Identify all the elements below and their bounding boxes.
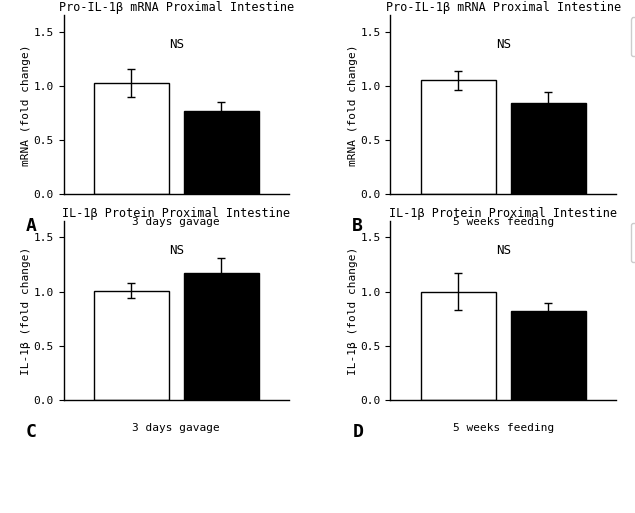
- Bar: [511, 103, 586, 194]
- Bar: [93, 290, 169, 400]
- Text: NS: NS: [496, 244, 511, 257]
- Text: 3 days gavage: 3 days gavage: [132, 423, 220, 433]
- Text: 3 days gavage: 3 days gavage: [132, 218, 220, 227]
- Text: C: C: [25, 423, 36, 441]
- Title: IL-1β Protein Proximal Intestine: IL-1β Protein Proximal Intestine: [62, 207, 290, 220]
- Text: A: A: [25, 218, 36, 235]
- Y-axis label: IL-1β (fold change): IL-1β (fold change): [348, 247, 358, 375]
- Text: NS: NS: [169, 38, 184, 51]
- Bar: [420, 81, 496, 194]
- Bar: [93, 83, 169, 194]
- Text: NS: NS: [496, 38, 511, 51]
- Text: 5 weeks feeding: 5 weeks feeding: [453, 423, 554, 433]
- Bar: [184, 273, 259, 400]
- Text: NS: NS: [169, 244, 184, 257]
- Legend: Ctr, EtOH: Ctr, EtOH: [631, 17, 635, 56]
- Text: B: B: [352, 218, 363, 235]
- Text: 5 weeks feeding: 5 weeks feeding: [453, 218, 554, 227]
- Legend: Ctr, EtOH: Ctr, EtOH: [631, 223, 635, 262]
- Y-axis label: mRNA (fold change): mRNA (fold change): [21, 44, 30, 166]
- Bar: [184, 111, 259, 194]
- Y-axis label: IL-1β (fold change): IL-1β (fold change): [21, 247, 30, 375]
- Text: D: D: [352, 423, 363, 441]
- Title: IL-1β Protein Proximal Intestine: IL-1β Protein Proximal Intestine: [389, 207, 617, 220]
- Title: Pro-IL-1β mRNA Proximal Intestine: Pro-IL-1β mRNA Proximal Intestine: [385, 1, 621, 14]
- Y-axis label: mRNA (fold change): mRNA (fold change): [348, 44, 358, 166]
- Bar: [511, 311, 586, 400]
- Bar: [420, 292, 496, 400]
- Title: Pro-IL-1β mRNA Proximal Intestine: Pro-IL-1β mRNA Proximal Intestine: [58, 1, 294, 14]
